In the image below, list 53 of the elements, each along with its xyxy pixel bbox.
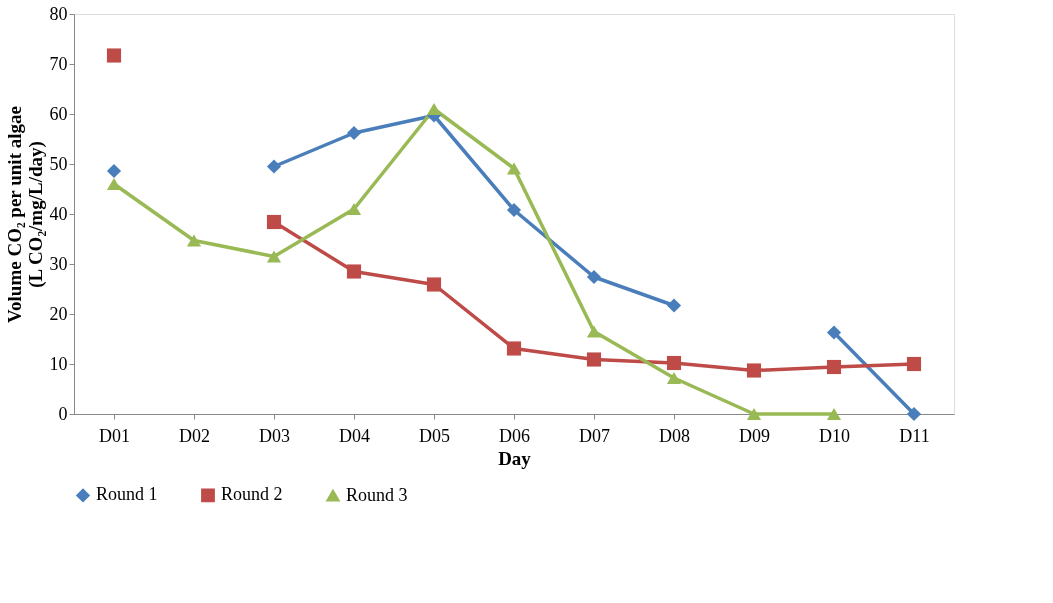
legend-label: Round 3: [346, 484, 408, 505]
point: [346, 125, 362, 141]
x-tick-label: D11: [899, 425, 930, 446]
x-tick-label: D04: [339, 425, 370, 446]
point: [106, 177, 122, 191]
point: [266, 250, 282, 263]
point: [346, 202, 362, 216]
x-tick-label: D10: [819, 425, 850, 446]
point: [906, 356, 922, 372]
point: [666, 298, 682, 313]
point: [506, 162, 522, 175]
point: [586, 269, 602, 285]
legend-label: Round 1: [96, 484, 158, 505]
point: [106, 48, 122, 63]
y-axis-title: Volume CO₂ per unit algae (L CO₂/mg/L/day): [3, 106, 47, 323]
point: [826, 359, 842, 375]
x-tick-label: D01: [99, 425, 130, 446]
x-tick-label: D03: [259, 425, 290, 446]
point: [826, 407, 842, 421]
point: [586, 325, 602, 338]
legend-label: Round 2: [221, 484, 283, 505]
point: [746, 363, 762, 378]
point: [426, 102, 442, 116]
y-tick-label: 30: [49, 253, 68, 274]
point: [106, 163, 122, 179]
point: [586, 352, 602, 367]
x-axis-title: Day: [498, 447, 532, 469]
x-tick-label: D09: [739, 425, 770, 446]
point: [266, 214, 282, 230]
y-tick-label: 50: [49, 153, 68, 174]
x-tick-label: D02: [179, 425, 210, 446]
y-tick-label: 60: [49, 103, 68, 124]
point: [506, 202, 522, 218]
point: [906, 406, 922, 422]
point: [666, 355, 682, 371]
point: [666, 371, 682, 385]
point: [826, 325, 842, 340]
x-tick-label: D07: [579, 425, 610, 446]
y-tick-label: 80: [49, 3, 68, 24]
point: [186, 234, 202, 247]
x-tick-label: D08: [659, 425, 690, 446]
point: [266, 159, 282, 174]
y-tick-label: 20: [49, 303, 68, 324]
x-tick-label: D05: [419, 425, 450, 446]
point: [426, 277, 442, 292]
y-tick-label: 70: [49, 53, 68, 74]
point: [506, 341, 522, 356]
y-tick-label: 0: [58, 403, 68, 424]
point: [346, 264, 362, 279]
x-tick-label: D06: [499, 425, 530, 446]
y-tick-label: 10: [49, 353, 68, 374]
y-tick-label: 40: [49, 203, 68, 224]
point: [746, 407, 762, 421]
